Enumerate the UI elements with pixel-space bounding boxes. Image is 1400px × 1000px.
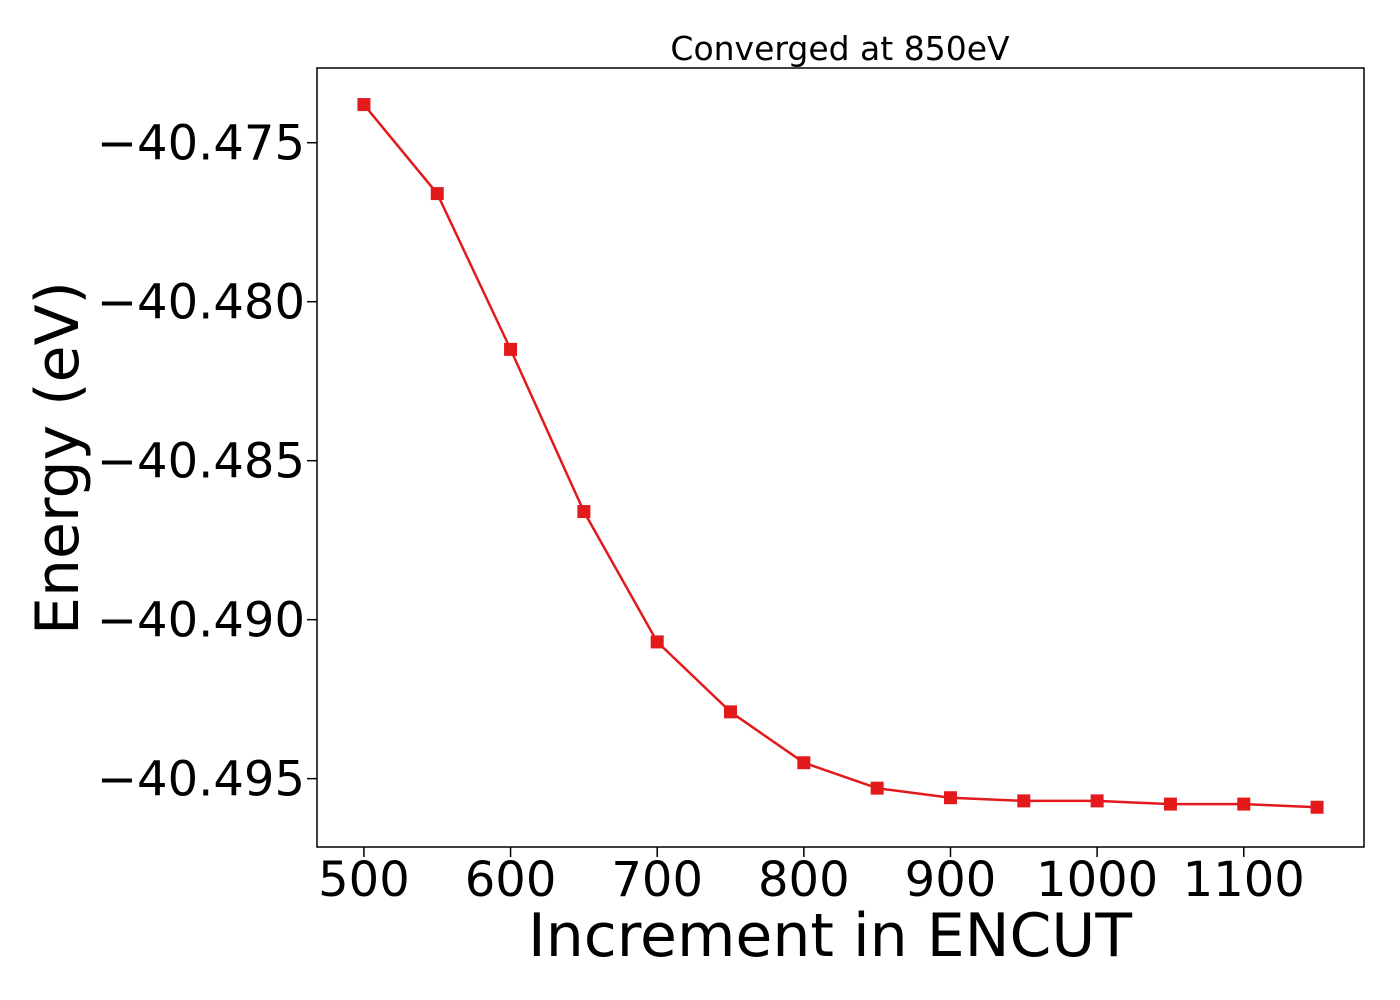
x-tick-label: 800	[758, 852, 850, 908]
data-point-marker	[1237, 797, 1251, 811]
x-tick-label: 900	[905, 852, 997, 908]
x-tick-label: 1000	[1036, 852, 1158, 908]
data-point-marker	[430, 187, 444, 201]
y-tick-label: −40.485	[97, 434, 305, 490]
x-tick-label: 500	[318, 852, 410, 908]
series-line	[362, 103, 1318, 809]
x-tick-label: 700	[611, 852, 703, 908]
y-tick-label: −40.490	[97, 593, 305, 649]
data-series	[357, 98, 1324, 814]
data-point-marker	[797, 756, 811, 770]
data-point-marker	[943, 791, 957, 805]
data-point-marker	[357, 98, 371, 112]
y-tick-label: −40.480	[97, 275, 305, 331]
data-point-marker	[1017, 794, 1031, 808]
axis-ticks: 500 600 700 800 900 1000 1100 −40.475 −40.480 −40…	[97, 116, 1305, 908]
data-point-marker	[1310, 800, 1324, 814]
x-tick-label: 600	[465, 852, 557, 908]
x-axis-label: Increment in ENCUT	[528, 901, 1132, 971]
y-tick-label: −40.475	[97, 116, 305, 172]
chart-title: Converged at 850eV	[670, 29, 1010, 68]
data-point-marker	[650, 635, 664, 649]
data-point-marker	[1163, 797, 1177, 811]
data-point-marker	[870, 781, 884, 795]
y-axis-label: Energy (eV)	[23, 281, 93, 635]
data-point-marker	[1090, 794, 1104, 808]
x-tick-label: 1100	[1183, 852, 1305, 908]
plot-frame	[316, 67, 1365, 848]
data-point-marker	[577, 505, 591, 519]
data-point-marker	[504, 342, 518, 356]
y-tick-label: −40.495	[97, 752, 305, 808]
data-point-marker	[724, 705, 738, 719]
